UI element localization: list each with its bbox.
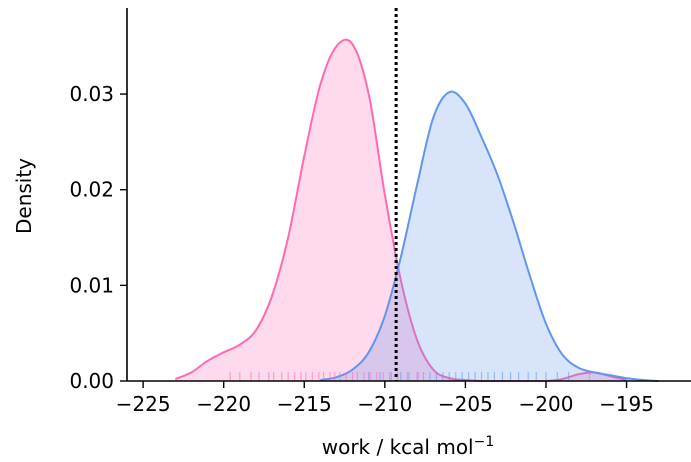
y-axis-label: Density xyxy=(12,158,36,234)
x-tick-label: −215 xyxy=(277,392,332,416)
y-tick-label: 0.00 xyxy=(69,369,114,393)
x-tick-label: −200 xyxy=(519,392,574,416)
x-tick-label: −210 xyxy=(357,392,412,416)
plot-area xyxy=(174,8,659,382)
y-tick-label: 0.03 xyxy=(69,82,114,106)
y-tick-label: 0.02 xyxy=(69,178,114,202)
density-area-1 xyxy=(320,91,659,382)
x-axis-label-superscript: −1 xyxy=(474,434,495,450)
x-tick-label: −220 xyxy=(196,392,251,416)
density-area-0 xyxy=(175,39,627,382)
x-tick-label: −225 xyxy=(116,392,171,416)
x-tick-label: −195 xyxy=(599,392,654,416)
x-tick-label: −205 xyxy=(438,392,493,416)
x-axis: −225 −220 −215 −210 −205 −200 −195 xyxy=(116,380,691,416)
x-axis-label-text: work / kcal mol xyxy=(322,435,474,459)
y-axis: 0.00 0.01 0.02 0.03 xyxy=(69,8,128,393)
x-axis-label: work / kcal mol−1 xyxy=(322,434,495,459)
density-line-1 xyxy=(320,90,659,382)
y-tick-label: 0.01 xyxy=(69,273,114,297)
